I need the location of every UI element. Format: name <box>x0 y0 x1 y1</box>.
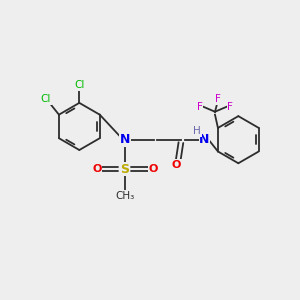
Text: F: F <box>227 102 233 112</box>
Text: F: F <box>197 102 203 112</box>
Text: S: S <box>121 163 130 176</box>
Text: N: N <box>199 133 210 146</box>
Text: H: H <box>193 126 201 136</box>
Text: Cl: Cl <box>75 80 85 90</box>
Text: O: O <box>92 164 102 174</box>
Text: F: F <box>215 94 221 104</box>
Text: O: O <box>148 164 158 174</box>
Text: N: N <box>120 133 130 146</box>
Text: O: O <box>172 160 181 170</box>
Text: Cl: Cl <box>41 94 51 104</box>
Text: CH₃: CH₃ <box>115 190 135 201</box>
